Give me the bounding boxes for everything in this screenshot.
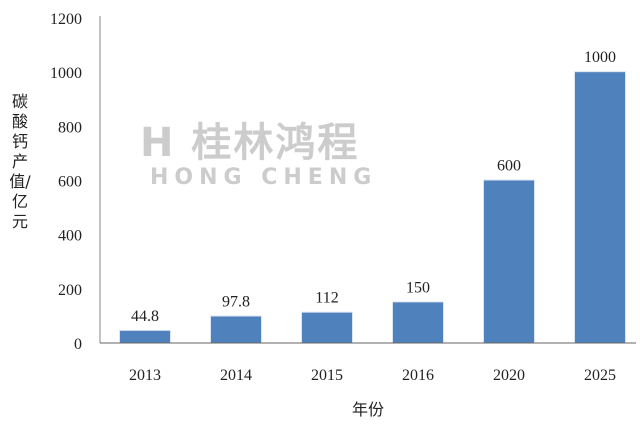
data-label: 112: [315, 290, 338, 307]
x-tick-label: 2014: [220, 367, 252, 384]
watermark-logo-en: HONG CHENG: [150, 165, 378, 190]
y-tick-label: 0: [74, 336, 82, 353]
data-label: 44.8: [131, 308, 159, 325]
data-label: 150: [406, 279, 430, 296]
y-tick-label: 600: [58, 174, 82, 191]
bar: [575, 72, 625, 344]
y-tick-label: 200: [58, 282, 82, 299]
y-tick-label: 400: [58, 228, 82, 245]
bar: [302, 312, 352, 343]
y-tick-label: 800: [58, 119, 82, 136]
x-tick-label: 2015: [311, 367, 343, 384]
bar: [484, 180, 534, 343]
bar: [211, 316, 261, 343]
y-tick-label: 1200: [50, 11, 82, 28]
x-axis-label: 年份: [352, 400, 385, 419]
data-label: 1000: [584, 49, 616, 66]
bar: [393, 302, 443, 343]
bar: [120, 330, 170, 343]
x-tick-label: 2020: [493, 367, 525, 384]
y-axis-label: 碳酸钙产值/亿元: [9, 92, 31, 231]
x-tick-label: 2025: [584, 367, 616, 384]
watermark-logo: H 桂林鸿程: [140, 110, 359, 168]
watermark-h-icon: H: [140, 120, 192, 166]
data-label: 600: [497, 158, 521, 175]
watermark-logo-cn: 桂林鸿程: [191, 120, 360, 166]
y-tick-label: 1000: [50, 65, 82, 82]
data-label: 97.8: [222, 294, 250, 311]
x-tick-label: 2013: [129, 367, 161, 384]
x-tick-label: 2016: [402, 367, 434, 384]
